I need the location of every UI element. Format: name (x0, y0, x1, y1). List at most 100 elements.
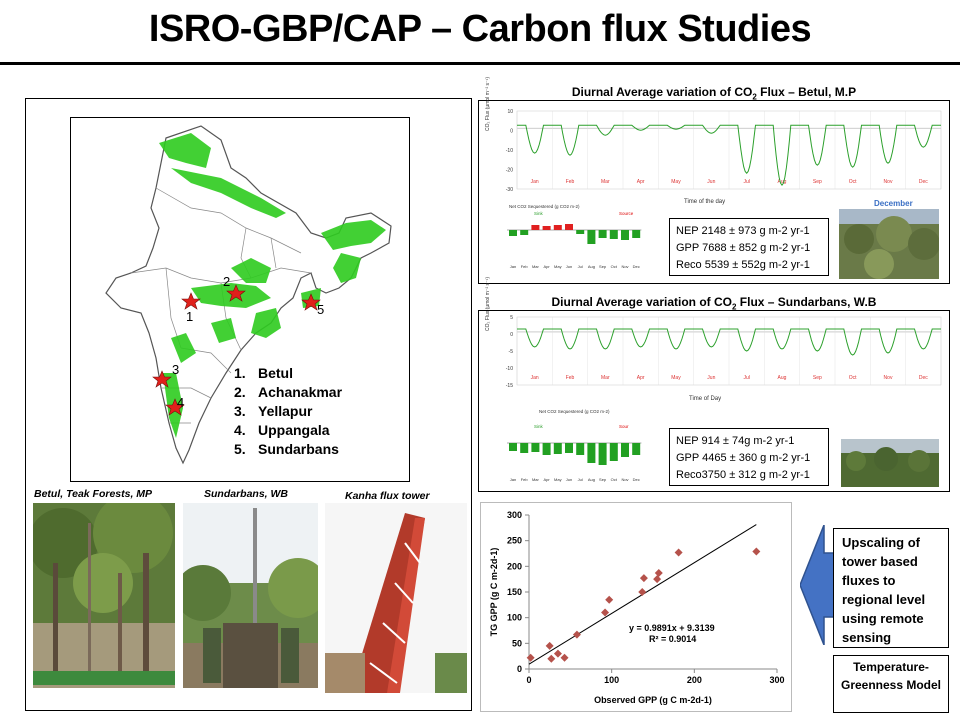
betul-ylabel: CO₂ Flux (µmol m⁻² s⁻¹) (485, 77, 491, 131)
sundarbans-reco: Reco3750 ± 312 g m-2 yr-1 (676, 469, 810, 481)
marker-label-3: 3 (172, 362, 179, 377)
marker-label-5: 5 (317, 302, 324, 317)
bar (598, 443, 607, 465)
bar-month-label: Sep (599, 264, 607, 269)
bar-month-label: Aug (588, 477, 595, 482)
bar (509, 443, 517, 451)
y-axis-label: TG GPP (g C m-2d-1) (489, 548, 499, 637)
betul-flux-chart: 10 0 -10 -20 -30 Jan Feb Mar Apr May Jun Jul Aug Sep O… (506, 109, 942, 193)
bar-month-label: Dec (633, 477, 640, 482)
y-tick-label: -5 (509, 349, 514, 355)
month-label: May (671, 179, 681, 185)
y-tick-label: 100 (507, 613, 522, 623)
sundarbans-canopy-photo (841, 439, 939, 487)
gpp-scatter-chart: 0 50 100 150 200 250 300 0 100 200 300 y = 0.9891x … (489, 510, 785, 705)
sundarbans-bar-title: Net CO2 Sequestered (g CO2 m-2) (539, 409, 610, 414)
bar (531, 443, 540, 452)
bar-month-label: May (554, 477, 562, 482)
marker-label-4: 4 (177, 395, 184, 410)
y-tick-label: -10 (506, 148, 513, 154)
betul-bar-sink: Sink (534, 211, 543, 216)
scatter-point (639, 574, 648, 583)
bar (520, 230, 529, 235)
month-label: Aug (778, 179, 787, 185)
bar (587, 443, 596, 463)
bar-month-label: Feb (521, 477, 529, 482)
month-label: Apr (637, 375, 645, 381)
site-marker-3 (152, 370, 172, 388)
y-tick-label: -20 (506, 168, 513, 174)
scatter-point (653, 575, 662, 584)
betul-forest-photo (33, 503, 175, 688)
scatter-point (752, 547, 761, 556)
month-label: Nov (884, 375, 893, 381)
bar (576, 443, 585, 455)
bar-month-label: Jul (578, 477, 583, 482)
month-label: Nov (884, 179, 893, 185)
betul-photo-caption: Betul, Teak Forests, MP (34, 488, 153, 500)
bar (621, 443, 629, 457)
betul-xlabel: Time of the day (684, 199, 726, 205)
sundarbans-stats-box: NEP 914 ± 74g m-2 yr-1 GPP 4465 ± 360 g … (669, 428, 829, 486)
site-list-item: 2. Achanakmar (234, 384, 343, 400)
sundarbans-xlabel: Time of Day (689, 396, 722, 402)
betul-nep: NEP 2148 ± 973 g m-2 yr-1 (676, 225, 810, 237)
flux-series-line (517, 328, 941, 356)
sundarbans-flux-chart: 5 0 -5 -10 -15 Jan Feb Mar Apr May Jun Jul Aug Sep Oct… (506, 315, 942, 389)
month-label: Dec (919, 179, 928, 185)
bar-month-label: Jun (566, 477, 572, 482)
month-label: Jan (531, 179, 539, 185)
bar (520, 443, 529, 453)
y-tick-label: 0 (510, 332, 513, 338)
title-underline (0, 62, 960, 65)
site-marker-4 (165, 398, 185, 416)
y-tick-label: 300 (507, 510, 522, 520)
month-label: Dec (919, 375, 928, 381)
month-label: Oct (849, 179, 857, 185)
india-map-panel: 1 2 5 3 4 1. Betul 2. Achanakmar 3. Yellapu… (70, 117, 410, 482)
sundarbans-bar-sink: Sink (534, 424, 543, 429)
sundarbans-bar-chart: Jan Feb Mar Apr May Jun Jul Aug Sep Oct Nov Dec (507, 442, 642, 482)
month-label: Feb (566, 179, 575, 185)
scatter-point (601, 608, 610, 617)
bar-month-label: Nov (621, 264, 628, 269)
month-label: Aug (778, 375, 787, 381)
x-tick-label: 300 (769, 675, 784, 685)
flux-series-line (517, 124, 941, 187)
betul-bar-chart: Jan Feb Mar Apr May Jun Jul Aug Sep Oct Nov Dec (507, 224, 642, 269)
bar (587, 230, 596, 244)
bar (609, 230, 618, 239)
site-list-item: 5. Sundarbans (234, 441, 339, 457)
scatter-point (547, 654, 556, 663)
bar (509, 230, 517, 236)
bar (542, 443, 551, 455)
scatter-point (545, 641, 554, 650)
x-tick-label: 0 (526, 675, 531, 685)
month-label: Mar (601, 375, 610, 381)
bar-month-label: Aug (588, 264, 595, 269)
month-label: Jul (743, 375, 749, 381)
bar-month-label: May (554, 264, 562, 269)
bar-month-label: Nov (621, 477, 628, 482)
y-tick-label: 250 (507, 536, 522, 546)
bar-month-label: Mar (532, 477, 540, 482)
betul-canopy-photo (839, 209, 939, 279)
betul-stats-box: NEP 2148 ± 973 g m-2 yr-1 GPP 7688 ± 852… (669, 218, 829, 276)
y-tick-label: -30 (506, 187, 513, 193)
bar (553, 225, 562, 230)
y-tick-label: -10 (506, 366, 513, 372)
gpp-scatter-panel: 0 50 100 150 200 250 300 0 100 200 300 y = 0.9891x … (480, 502, 792, 712)
scatter-point (638, 588, 647, 596)
scatter-point (560, 653, 569, 662)
site-markers (152, 284, 321, 416)
kanha-tower-photo (325, 503, 467, 693)
y-tick-label: 200 (507, 561, 522, 571)
month-label: May (671, 375, 681, 381)
sundarbans-tower-photo (183, 503, 318, 688)
bar-month-label: Oct (611, 264, 618, 269)
bar (632, 230, 641, 238)
scatter-point (654, 569, 663, 578)
scatter-point (605, 595, 614, 604)
betul-bar-source: Source (619, 211, 634, 216)
site-marker-2 (226, 284, 246, 302)
